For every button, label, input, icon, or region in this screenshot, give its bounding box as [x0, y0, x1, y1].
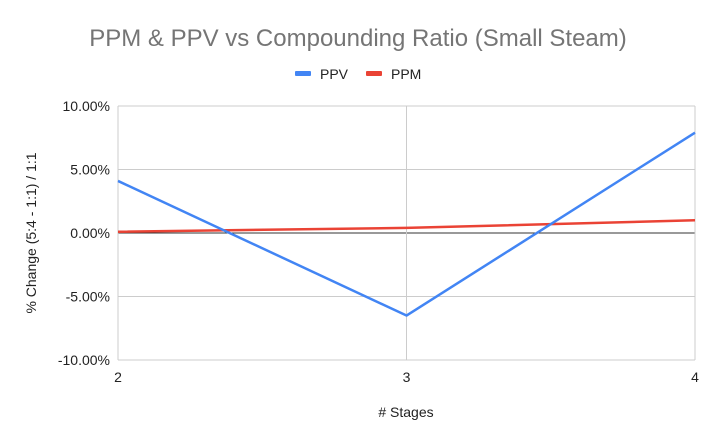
y-axis-label: % Change (5:4 - 1:1) / 1:1 [23, 152, 39, 313]
x-tick-label: 3 [403, 369, 411, 385]
x-tick-label: 2 [114, 369, 122, 385]
legend-swatch-ppv [295, 71, 311, 76]
y-tick-label: -5.00% [66, 289, 110, 305]
y-tick-label: 0.00% [70, 225, 110, 241]
y-tick-label: 10.00% [63, 98, 110, 114]
legend-swatch-ppm [366, 71, 382, 76]
y-tick-label: 5.00% [70, 162, 110, 178]
x-axis-ticks: 2 3 4 [114, 369, 699, 385]
legend: PPV PPM [295, 66, 421, 82]
x-axis-label: # Stages [378, 404, 433, 420]
y-axis-ticks: 10.00% 5.00% 0.00% -5.00% -10.00% [58, 98, 110, 368]
x-tick-label: 4 [691, 369, 699, 385]
series-lines [117, 131, 696, 317]
chart-title: PPM & PPV vs Compounding Ratio (Small St… [89, 25, 627, 52]
legend-label-ppm: PPM [391, 66, 421, 82]
gridlines [117, 105, 696, 361]
y-tick-label: -10.00% [58, 352, 110, 368]
legend-label-ppv: PPV [320, 66, 349, 82]
